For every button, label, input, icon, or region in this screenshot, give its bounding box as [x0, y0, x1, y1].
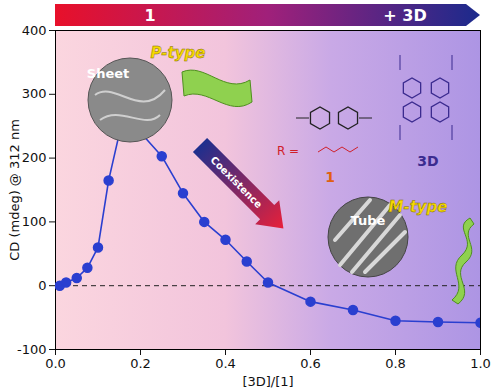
svg-text:0.8: 0.8 — [385, 356, 406, 371]
svg-text:0.2: 0.2 — [130, 356, 151, 371]
svg-text:400: 400 — [22, 23, 47, 38]
svg-text:P-type: P-type — [151, 44, 206, 62]
svg-text:M-type: M-type — [388, 198, 447, 216]
svg-text:-100: -100 — [17, 342, 47, 357]
svg-text:1: 1 — [144, 6, 155, 25]
svg-text:0.6: 0.6 — [300, 356, 321, 371]
svg-text:300: 300 — [22, 86, 47, 101]
svg-text:0.0: 0.0 — [45, 356, 66, 371]
svg-text:[3D]/[1]: [3D]/[1] — [242, 374, 293, 389]
svg-text:1.0: 1.0 — [470, 356, 491, 371]
svg-text:Sheet: Sheet — [87, 66, 129, 81]
svg-text:Tube: Tube — [351, 213, 386, 228]
svg-text:200: 200 — [22, 150, 47, 165]
svg-text:1: 1 — [325, 169, 335, 185]
svg-text:Coexistence: Coexistence — [208, 154, 264, 210]
svg-text:0: 0 — [38, 278, 46, 293]
svg-text:+ 3D: + 3D — [383, 6, 426, 25]
svg-text:3D: 3D — [417, 153, 438, 169]
svg-text:R =: R = — [277, 144, 299, 158]
svg-text:0.4: 0.4 — [215, 356, 236, 371]
svg-text:CD (mdeg) @ 312 nm: CD (mdeg) @ 312 nm — [7, 119, 22, 261]
svg-text:100: 100 — [22, 214, 47, 229]
